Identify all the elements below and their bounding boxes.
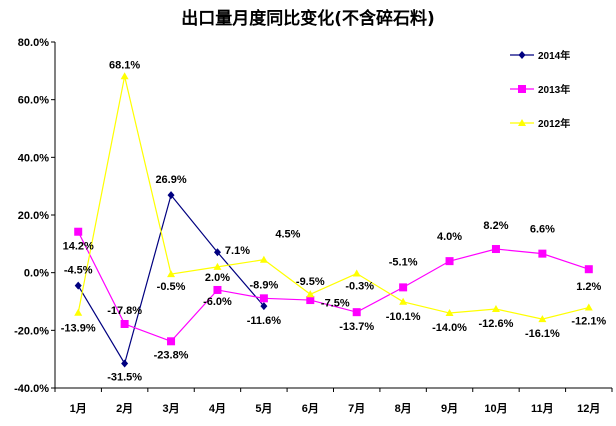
data-point xyxy=(260,302,268,311)
data-label: -13.9% xyxy=(61,323,96,335)
data-label: -0.3% xyxy=(345,281,374,293)
y-tick-label: 60.0% xyxy=(18,95,49,107)
chart-title: 出口量月度同比变化(不含碎石料) xyxy=(181,9,435,29)
data-label: 14.2% xyxy=(63,241,94,253)
legend-label: 2014年 xyxy=(538,49,570,62)
data-point xyxy=(167,191,175,200)
data-label: -0.5% xyxy=(157,281,186,293)
data-point xyxy=(399,297,408,305)
data-point xyxy=(518,119,526,126)
x-tick-label: 5月 xyxy=(255,402,272,415)
x-tick-label: 8月 xyxy=(395,402,412,415)
data-label: -10.1% xyxy=(386,311,421,323)
legend-label: 2012年 xyxy=(538,117,570,130)
data-label: -23.8% xyxy=(154,349,189,361)
data-label: 6.6% xyxy=(530,224,555,236)
x-tick-label: 1月 xyxy=(70,402,87,415)
data-point xyxy=(306,296,315,305)
data-label: 26.9% xyxy=(155,174,186,186)
data-label: -9.5% xyxy=(296,276,325,288)
x-tick-label: 4月 xyxy=(209,402,226,415)
data-point xyxy=(445,257,454,266)
legend-label: 2013年 xyxy=(538,83,570,96)
data-point xyxy=(120,319,129,328)
data-point xyxy=(213,262,222,270)
x-tick-label: 3月 xyxy=(162,402,179,415)
y-tick-label: 20.0% xyxy=(18,210,49,222)
data-point xyxy=(518,51,526,59)
data-point xyxy=(167,337,176,346)
data-label: 8.2% xyxy=(483,220,508,232)
data-point xyxy=(538,315,547,323)
data-point xyxy=(213,248,221,257)
data-label: -7.5% xyxy=(321,297,350,309)
y-tick-label: 0.0% xyxy=(24,268,49,280)
x-tick-label: 7月 xyxy=(348,402,365,415)
data-point xyxy=(74,227,83,236)
data-point xyxy=(352,308,361,317)
x-tick-label: 10月 xyxy=(484,402,507,415)
x-tick-label: 6月 xyxy=(302,402,319,415)
data-label: -12.6% xyxy=(479,318,514,330)
data-label: 1.2% xyxy=(576,281,601,293)
data-label: -13.7% xyxy=(339,321,374,333)
data-label: 2.0% xyxy=(205,272,230,284)
data-label: -16.1% xyxy=(525,328,560,340)
data-label: -17.8% xyxy=(107,305,142,317)
x-tick-label: 11月 xyxy=(531,402,554,415)
x-tick-label: 2月 xyxy=(116,402,133,415)
series-line xyxy=(77,76,589,320)
y-tick-label: -40.0% xyxy=(14,383,49,395)
y-tick-label: -20.0% xyxy=(14,325,49,337)
data-point xyxy=(306,290,315,298)
y-tick-label: 80.0% xyxy=(18,37,49,49)
data-point xyxy=(584,303,593,311)
data-point xyxy=(74,281,82,290)
data-label: -4.5% xyxy=(64,265,93,277)
data-point xyxy=(584,265,593,274)
series-line xyxy=(77,231,589,342)
data-point xyxy=(121,359,129,368)
data-point xyxy=(167,270,176,278)
data-point xyxy=(74,308,83,316)
data-label: -14.0% xyxy=(432,322,467,334)
data-label: 4.5% xyxy=(275,229,300,241)
data-point xyxy=(491,304,500,312)
data-point xyxy=(518,85,526,93)
y-tick-label: 40.0% xyxy=(18,152,49,164)
data-label: -8.9% xyxy=(250,279,279,291)
data-label: 68.1% xyxy=(109,59,140,71)
data-label: -6.0% xyxy=(203,296,232,308)
data-label: -31.5% xyxy=(107,371,142,383)
data-point xyxy=(259,255,268,263)
data-label: 7.1% xyxy=(225,245,250,257)
data-label: -12.1% xyxy=(571,316,606,328)
data-point xyxy=(352,269,361,277)
data-label: -5.1% xyxy=(389,256,418,268)
data-point xyxy=(259,294,268,303)
data-point xyxy=(120,72,129,80)
data-point xyxy=(399,283,408,292)
data-point xyxy=(491,245,500,254)
data-point xyxy=(213,285,222,294)
x-tick-label: 12月 xyxy=(577,402,600,415)
data-point xyxy=(538,249,547,258)
x-tick-label: 9月 xyxy=(441,402,458,415)
data-label: -11.6% xyxy=(247,315,281,327)
data-point xyxy=(445,309,454,317)
data-label: 4.0% xyxy=(437,231,462,243)
